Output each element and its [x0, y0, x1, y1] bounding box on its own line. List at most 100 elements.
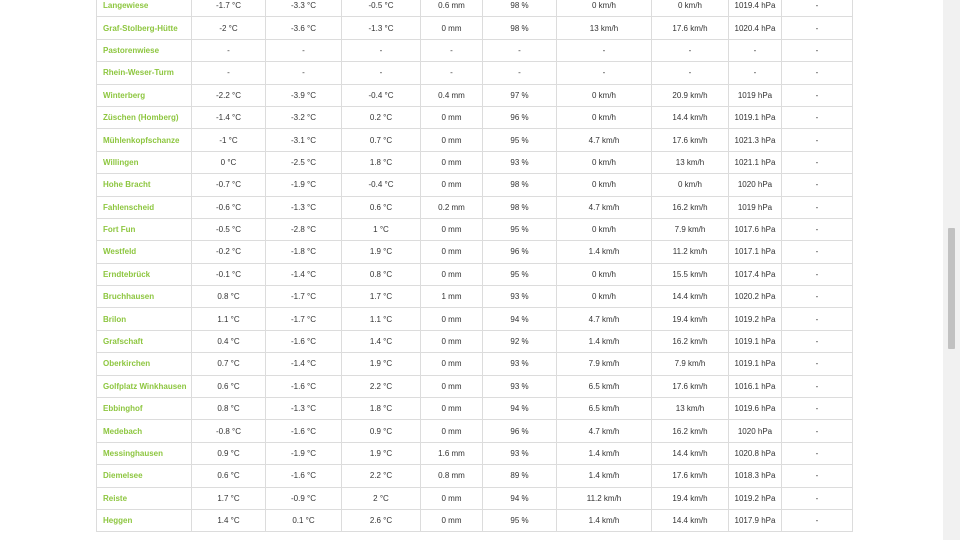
table-cell: 89 %: [482, 464, 557, 488]
table-cell: -: [728, 61, 782, 85]
table-cell: 0 mm: [420, 16, 483, 40]
table-cell: -: [781, 285, 853, 309]
station-name-link[interactable]: Brilon: [96, 307, 192, 331]
table-cell: 1.4 km/h: [556, 441, 652, 466]
station-name-link[interactable]: Rhein-Weser-Turm: [96, 61, 192, 85]
table-cell: 0 mm: [420, 307, 483, 331]
station-name-link[interactable]: Langewiese: [96, 0, 192, 18]
table-cell: 1019.1 hPa: [728, 352, 782, 376]
table-cell: 0.6 mm: [420, 0, 483, 18]
station-name-link[interactable]: Fort Fun: [96, 217, 192, 242]
station-name-link[interactable]: Bruchhausen: [96, 285, 192, 309]
table-cell: 0.4 mm: [420, 83, 483, 107]
table-row: Graf-Stolberg-Hütte -2 °C -3.6 °C -1.3 °C 0 …: [96, 16, 853, 40]
table-cell: 0.9 °C: [341, 419, 421, 443]
table-cell: 98 %: [482, 173, 557, 197]
table-row: Diemelsee 0.6 °C -1.6 °C 2.2 °C 0.8 mm 89 % 1.…: [96, 464, 853, 488]
table-cell: -1.7 °C: [265, 307, 342, 331]
table-cell: 0 mm: [420, 329, 483, 354]
station-name-link[interactable]: Züschen (Homberg): [96, 105, 192, 130]
table-cell: 1020.2 hPa: [728, 285, 782, 309]
station-name-link[interactable]: Oberkirchen: [96, 352, 192, 376]
table-cell: 1.6 mm: [420, 441, 483, 466]
table-cell: 11.2 km/h: [651, 240, 729, 264]
table-cell: -: [556, 61, 652, 85]
table-cell: -0.5 °C: [341, 0, 421, 18]
table-cell: -: [781, 486, 853, 510]
station-name-link[interactable]: Ebbinghof: [96, 397, 192, 421]
table-cell: -: [341, 61, 421, 85]
station-name-link[interactable]: Diemelsee: [96, 464, 192, 488]
table-cell: -0.1 °C: [191, 262, 266, 287]
table-cell: 16.2 km/h: [651, 195, 729, 219]
table-cell: 0.8 °C: [341, 262, 421, 287]
table-row: Heggen 1.4 °C 0.1 °C 2.6 °C 0 mm 95 % 1.4 km/h…: [96, 508, 853, 533]
table-cell: 93 %: [482, 352, 557, 376]
table-cell: 0 mm: [420, 397, 483, 421]
table-cell: 1 mm: [420, 285, 483, 309]
table-cell: 19.4 km/h: [651, 486, 729, 510]
table-row: Messinghausen 0.9 °C -1.9 °C 1.9 °C 1.6 mm 93…: [96, 441, 853, 466]
table-cell: -0.9 °C: [265, 486, 342, 510]
table-cell: 1.4 km/h: [556, 508, 652, 533]
table-cell: 0 mm: [420, 262, 483, 287]
table-cell: 0 km/h: [556, 285, 652, 309]
table-cell: 2.2 °C: [341, 374, 421, 399]
table-cell: 0 km/h: [651, 173, 729, 197]
table-cell: 1020.4 hPa: [728, 16, 782, 40]
table-cell: 1017.9 hPa: [728, 508, 782, 533]
table-cell: -2 °C: [191, 16, 266, 40]
table-cell: -: [781, 38, 853, 63]
station-name-link[interactable]: Golfplatz Winkhausen: [96, 374, 192, 399]
station-name-link[interactable]: Erndtebrück: [96, 262, 192, 287]
table-cell: 2.2 °C: [341, 464, 421, 488]
table-row: Ebbinghof 0.8 °C -1.3 °C 1.8 °C 0 mm 94 % 6.5 …: [96, 397, 853, 421]
station-name-link[interactable]: Hohe Bracht: [96, 173, 192, 197]
table-cell: -: [556, 38, 652, 63]
table-cell: 4.7 km/h: [556, 307, 652, 331]
table-cell: 17.6 km/h: [651, 464, 729, 488]
table-cell: -1.3 °C: [265, 195, 342, 219]
table-cell: 96 %: [482, 419, 557, 443]
station-name-link[interactable]: Grafschaft: [96, 329, 192, 354]
table-row: Hohe Bracht -0.7 °C -1.9 °C -0.4 °C 0 mm 98 %…: [96, 173, 853, 197]
table-cell: 96 %: [482, 105, 557, 130]
station-name-link[interactable]: Heggen: [96, 508, 192, 533]
station-name-link[interactable]: Westfeld: [96, 240, 192, 264]
table-cell: -1.7 °C: [191, 0, 266, 18]
table-cell: 14.4 km/h: [651, 508, 729, 533]
table-cell: 0.8 °C: [191, 285, 266, 309]
table-cell: 0.9 °C: [191, 441, 266, 466]
table-cell: -0.6 °C: [191, 195, 266, 219]
station-name-link[interactable]: Pastorenwiese: [96, 38, 192, 63]
scrollbar-thumb[interactable]: [948, 228, 955, 349]
vertical-scrollbar[interactable]: [943, 0, 960, 540]
table-row: Pastorenwiese - - - - - - - - -: [96, 38, 853, 63]
table-row: Grafschaft 0.4 °C -1.6 °C 1.4 °C 0 mm 92 % 1.4…: [96, 329, 853, 354]
table-cell: 1 °C: [341, 217, 421, 242]
table-cell: -1.9 °C: [265, 441, 342, 466]
station-name-link[interactable]: Medebach: [96, 419, 192, 443]
table-cell: 7.9 km/h: [651, 352, 729, 376]
table-cell: -1.3 °C: [265, 397, 342, 421]
station-name-link[interactable]: Messinghausen: [96, 441, 192, 466]
station-name-link[interactable]: Reiste: [96, 486, 192, 510]
table-cell: 0 mm: [420, 173, 483, 197]
table-cell: 1021.1 hPa: [728, 150, 782, 175]
station-name-link[interactable]: Winterberg: [96, 83, 192, 107]
station-name-link[interactable]: Fahlenscheid: [96, 195, 192, 219]
station-name-link[interactable]: Graf-Stolberg-Hütte: [96, 16, 192, 40]
table-cell: -: [781, 307, 853, 331]
table-cell: 1019 hPa: [728, 83, 782, 107]
table-cell: 0 mm: [420, 486, 483, 510]
station-name-link[interactable]: Mühlenkopfschanze: [96, 128, 192, 152]
table-cell: -: [781, 128, 853, 152]
table-cell: -1.4 °C: [191, 105, 266, 130]
table-cell: 7.9 km/h: [556, 352, 652, 376]
table-cell: -: [191, 38, 266, 63]
station-name-link[interactable]: Willingen: [96, 150, 192, 175]
table-cell: 13 km/h: [556, 16, 652, 40]
table-cell: 0 mm: [420, 105, 483, 130]
table-cell: 13 km/h: [651, 150, 729, 175]
table-cell: 92 %: [482, 329, 557, 354]
